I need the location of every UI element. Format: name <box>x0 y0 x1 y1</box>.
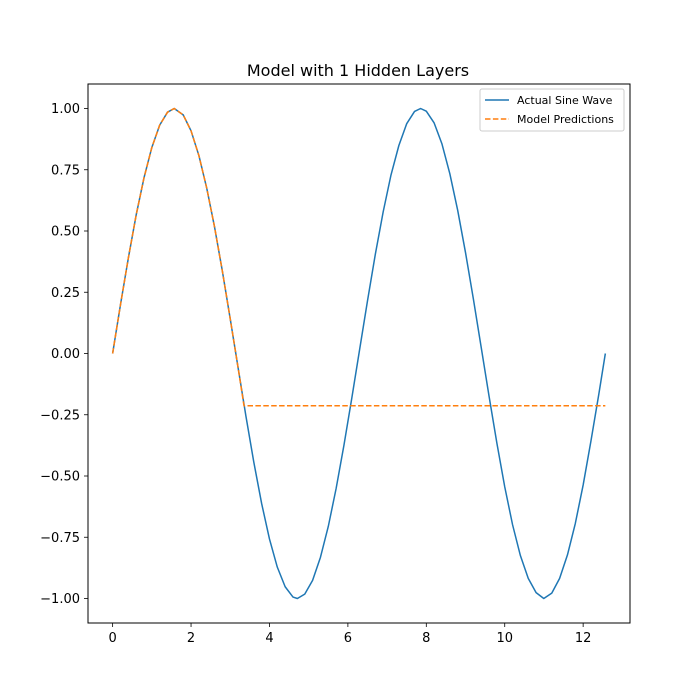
axes-frame <box>87 83 631 624</box>
y-axis: −1.00 −0.75 −0.50 −0.25 0.00 0.25 0.50 0.75 1.00 <box>40 102 88 607</box>
y-tick-label: 0.25 <box>51 286 80 301</box>
y-tick-label: −0.25 <box>40 408 80 423</box>
y-tick-label: 0.75 <box>51 163 80 178</box>
chart-title: Model with 1 Hidden Layers <box>247 61 469 80</box>
y-tick-label: −0.50 <box>40 470 80 485</box>
series-line-2 <box>111 107 606 407</box>
y-tick-label: 0.00 <box>51 347 80 362</box>
y-tick-label: 0.50 <box>51 225 80 240</box>
legend: Actual Sine Wave Model Predictions <box>479 88 625 132</box>
x-tick-label: 10 <box>496 631 513 646</box>
x-tick-label: 0 <box>108 631 116 646</box>
x-tick-label: 2 <box>187 631 195 646</box>
legend-box <box>479 88 625 132</box>
legend-label-2: Model Predictions <box>517 113 614 126</box>
x-tick-label: 8 <box>422 631 430 646</box>
legend-label-1: Actual Sine Wave <box>517 94 613 107</box>
y-tick-label: 1.00 <box>51 102 80 117</box>
x-tick-label: 4 <box>265 631 273 646</box>
x-tick-label: 6 <box>344 631 352 646</box>
x-axis: 0 2 4 6 8 10 12 <box>108 623 591 646</box>
y-tick-label: −0.75 <box>40 531 80 546</box>
plot-area <box>111 107 607 600</box>
y-tick-label: −1.00 <box>40 592 80 607</box>
x-tick-label: 12 <box>575 631 592 646</box>
